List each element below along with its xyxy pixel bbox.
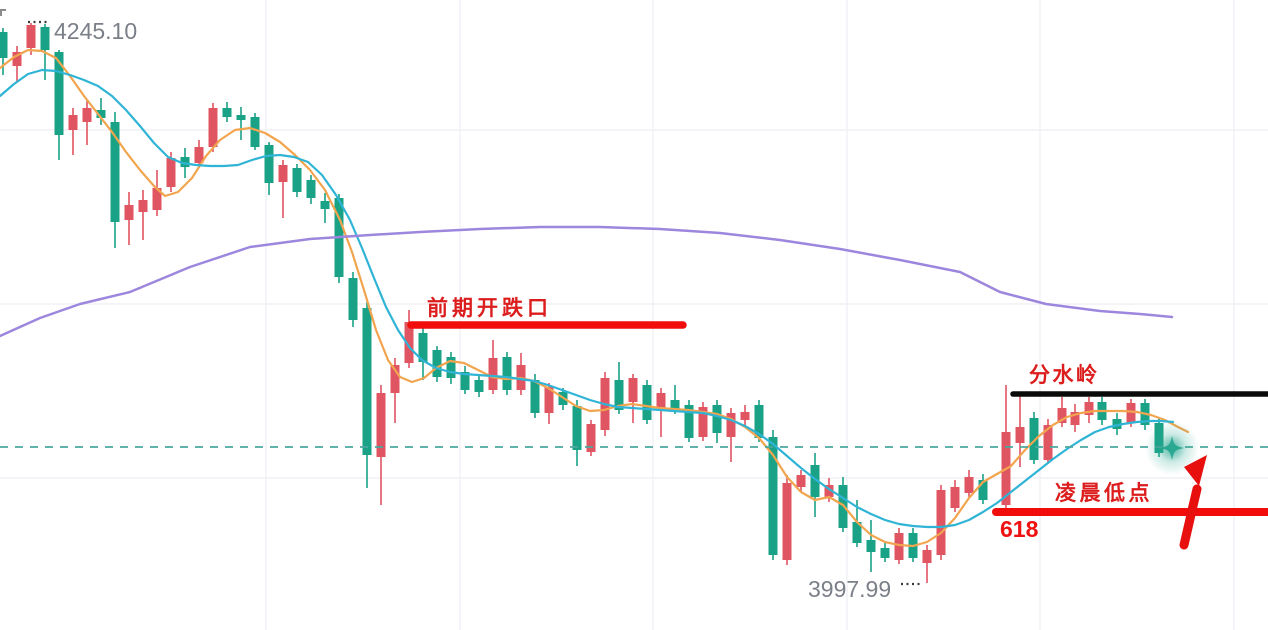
- candles: [0, 23, 1164, 583]
- candle-up: [1057, 408, 1067, 423]
- annotation-overlays: [0, 9, 1268, 586]
- candle-down: [642, 385, 652, 420]
- candle-up: [964, 477, 974, 493]
- candle-up: [376, 393, 386, 457]
- candle-down: [250, 117, 260, 147]
- candle-down: [754, 405, 764, 438]
- candle-up: [628, 378, 638, 402]
- candle-up: [1015, 427, 1025, 443]
- candle-down: [712, 405, 722, 433]
- candle-up: [698, 407, 708, 437]
- candle-down: [362, 308, 372, 455]
- candle-up: [390, 365, 400, 393]
- candle-up: [138, 200, 148, 212]
- candle-up: [922, 550, 932, 563]
- candle-down: [1112, 419, 1122, 429]
- candle-down: [1029, 418, 1039, 460]
- candle-up: [1043, 425, 1053, 460]
- candle-down: [0, 32, 8, 58]
- candle-up: [278, 165, 288, 182]
- candle-up: [1070, 412, 1080, 425]
- candle-up: [936, 490, 946, 555]
- candle-down: [180, 157, 190, 167]
- candle-up: [488, 358, 498, 390]
- candle-down: [810, 465, 820, 497]
- candle-down: [264, 145, 274, 183]
- candle-down: [670, 400, 680, 410]
- candle-up: [782, 483, 792, 560]
- candle-down: [306, 180, 316, 198]
- candle-up: [82, 108, 92, 122]
- candle-down: [418, 333, 428, 362]
- candle-down: [40, 27, 50, 50]
- candle-down: [292, 168, 302, 192]
- candle-up: [950, 487, 960, 508]
- candle-up: [894, 533, 904, 560]
- candle-down: [236, 115, 246, 120]
- candle-up: [740, 412, 750, 420]
- candle-down: [460, 372, 470, 390]
- candle-up: [404, 322, 414, 363]
- up-arrow-shaft: [1179, 484, 1202, 550]
- candle-down: [572, 406, 582, 450]
- candle-up: [68, 115, 78, 130]
- candle-up: [1084, 402, 1094, 415]
- candle-down: [222, 108, 232, 117]
- candle-up: [152, 188, 162, 210]
- candle-down: [880, 548, 890, 558]
- candle-down: [96, 110, 106, 118]
- candle-up: [586, 424, 596, 452]
- candle-up: [726, 413, 736, 437]
- candle-up: [656, 393, 666, 408]
- sparkle-star-icon: [1160, 436, 1184, 460]
- ma-fast-orange-line: [0, 48, 1190, 548]
- candle-up: [544, 387, 554, 413]
- candle-up: [194, 147, 204, 163]
- candle-down: [614, 380, 624, 410]
- candle-up: [12, 52, 22, 66]
- candle-down: [110, 122, 120, 222]
- candle-down: [978, 480, 988, 500]
- clipped-corner-mark: [0, 9, 6, 16]
- candle-up: [1126, 403, 1136, 423]
- candle-down: [852, 522, 862, 543]
- candle-down: [474, 380, 484, 392]
- candle-down: [432, 350, 442, 377]
- candle-down: [684, 405, 694, 438]
- ma-mid-cyan-line: [0, 68, 1175, 529]
- candle-down: [768, 437, 778, 555]
- candle-down: [320, 201, 330, 209]
- candle-up: [26, 25, 36, 48]
- candle-up: [124, 205, 134, 220]
- candle-up: [824, 485, 834, 497]
- candle-down: [348, 278, 358, 320]
- ma-slow-purple-line: [0, 225, 1174, 338]
- candle-up: [208, 108, 218, 147]
- candle-down: [502, 357, 512, 390]
- candle-down: [866, 540, 876, 552]
- candle-up: [166, 158, 176, 187]
- moving-average-lines: [0, 48, 1190, 548]
- candle-down: [446, 357, 456, 378]
- candle-down: [54, 52, 64, 135]
- candle-down: [530, 380, 540, 413]
- candle-up: [796, 475, 806, 487]
- up-arrow-head-icon: [1184, 455, 1207, 486]
